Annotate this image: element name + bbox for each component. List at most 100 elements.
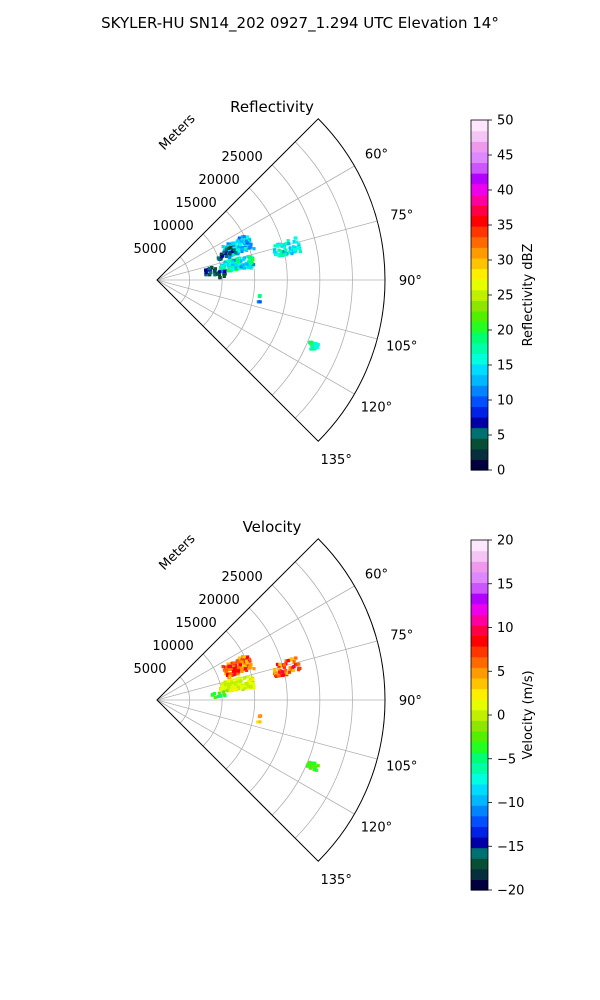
- echo-pixel: [240, 667, 244, 671]
- colorbar-swatch: [471, 162, 488, 174]
- echo-pixel: [282, 243, 286, 247]
- echo-pixel: [298, 249, 302, 254]
- echo-pixel: [295, 240, 299, 244]
- azimuth-tick-label: 75°: [390, 628, 413, 643]
- echo-pixel: [294, 656, 298, 660]
- range-tick-label: 25000: [221, 150, 262, 165]
- colorbar-tick-label: 15: [497, 359, 514, 374]
- echo-pixel: [204, 268, 208, 272]
- echo-pixel: [231, 267, 235, 272]
- echo-pixel: [273, 674, 278, 678]
- colorbar-swatch: [471, 247, 488, 259]
- colorbar-tick-label: 20: [497, 324, 514, 339]
- echo-pixel: [244, 659, 248, 663]
- velocity-echoes: [210, 655, 320, 772]
- azimuth-spoke-0: [156, 165, 355, 281]
- colorbar-tick-label: 40: [497, 184, 514, 199]
- echo-pixel: [281, 670, 285, 674]
- echo-pixel: [242, 242, 246, 246]
- echo-pixel: [236, 240, 240, 244]
- echo-pixel: [248, 246, 252, 250]
- echo-pixel: [220, 684, 224, 688]
- echo-pixel: [237, 236, 241, 240]
- echo-pixel: [258, 294, 262, 299]
- colorbar-tick-label: 50: [497, 114, 514, 129]
- colorbar-tick-label: 15: [497, 577, 514, 592]
- echo-pixel: [292, 240, 296, 244]
- echo-pixel: [236, 267, 240, 271]
- echo-pixel: [235, 249, 239, 253]
- echo-pixel: [256, 300, 260, 304]
- echo-pixel: [232, 669, 236, 673]
- echo-pixel: [218, 276, 222, 280]
- figure-title: SKYLER-HU SN14_202 0927_1.294 UTC Elevat…: [101, 14, 499, 32]
- echo-pixel: [232, 248, 236, 252]
- echo-pixel: [277, 252, 281, 256]
- echo-pixel: [291, 665, 296, 669]
- echo-pixel: [236, 660, 240, 664]
- echo-pixel: [236, 687, 240, 691]
- echo-pixel: [246, 680, 250, 684]
- echo-pixel: [229, 246, 233, 250]
- echo-pixel: [245, 682, 249, 686]
- echo-pixel: [222, 274, 226, 278]
- echo-pixel: [238, 663, 243, 667]
- colorbar-swatch: [471, 540, 488, 552]
- echo-pixel: [236, 245, 240, 249]
- colorbar-swatch: [471, 624, 488, 637]
- echo-pixel: [241, 263, 245, 267]
- colorbar-swatch: [471, 257, 488, 270]
- colorbar-swatch: [471, 815, 488, 827]
- azimuth-spoke-1: [156, 640, 378, 701]
- echo-pixel: [242, 676, 246, 680]
- echo-pixel: [209, 271, 213, 275]
- echo-pixel: [239, 679, 243, 683]
- echo-pixel: [286, 659, 290, 663]
- colorbar-tick-label: 35: [497, 219, 514, 234]
- echo-pixel: [232, 245, 236, 249]
- colorbar-swatch: [471, 730, 488, 743]
- echo-pixel: [247, 264, 251, 268]
- echo-pixel: [224, 262, 228, 266]
- echo-pixel: [232, 688, 236, 692]
- echo-pixel: [309, 347, 313, 351]
- colorbar-swatch: [471, 300, 488, 312]
- colorbar-swatch: [471, 561, 488, 573]
- range-tick-label: 5000: [133, 662, 166, 677]
- echo-pixel: [230, 680, 234, 684]
- echo-pixel: [294, 236, 298, 240]
- colorbar-swatch: [471, 571, 488, 584]
- colorbar-swatch: [471, 582, 488, 594]
- colorbar-swatch: [471, 215, 488, 227]
- azimuth-tick-label: 120°: [361, 401, 392, 416]
- echo-pixel: [282, 250, 286, 254]
- colorbar-tick-label: −5: [497, 752, 516, 767]
- echo-pixel: [284, 248, 288, 252]
- colorbar-swatch: [471, 395, 488, 407]
- echo-pixel: [244, 247, 248, 251]
- echo-pixel: [226, 242, 230, 246]
- echo-pixel: [296, 245, 300, 249]
- echo-pixel: [225, 688, 229, 692]
- echo-pixel: [311, 344, 315, 348]
- echo-pixel: [306, 764, 310, 768]
- echo-pixel: [247, 675, 251, 679]
- colorbar-swatch: [471, 720, 488, 732]
- echo-pixel: [224, 249, 228, 253]
- echo-pixel: [227, 679, 231, 683]
- echo-pixel: [279, 669, 283, 673]
- echo-pixel: [312, 347, 316, 351]
- echo-pixel: [242, 686, 246, 690]
- echo-pixel: [240, 686, 244, 690]
- echo-pixel: [248, 677, 253, 681]
- echo-pixel: [249, 662, 253, 666]
- colorbar-tick-label: −20: [497, 884, 524, 899]
- echo-pixel: [245, 236, 249, 240]
- colorbar-tick-label: −15: [497, 840, 524, 855]
- echo-pixel: [208, 273, 212, 277]
- echo-pixel: [245, 262, 249, 266]
- echo-pixel: [212, 692, 216, 696]
- echo-pixel: [228, 675, 232, 679]
- colorbar-swatch: [471, 614, 488, 626]
- echo-pixel: [219, 693, 223, 698]
